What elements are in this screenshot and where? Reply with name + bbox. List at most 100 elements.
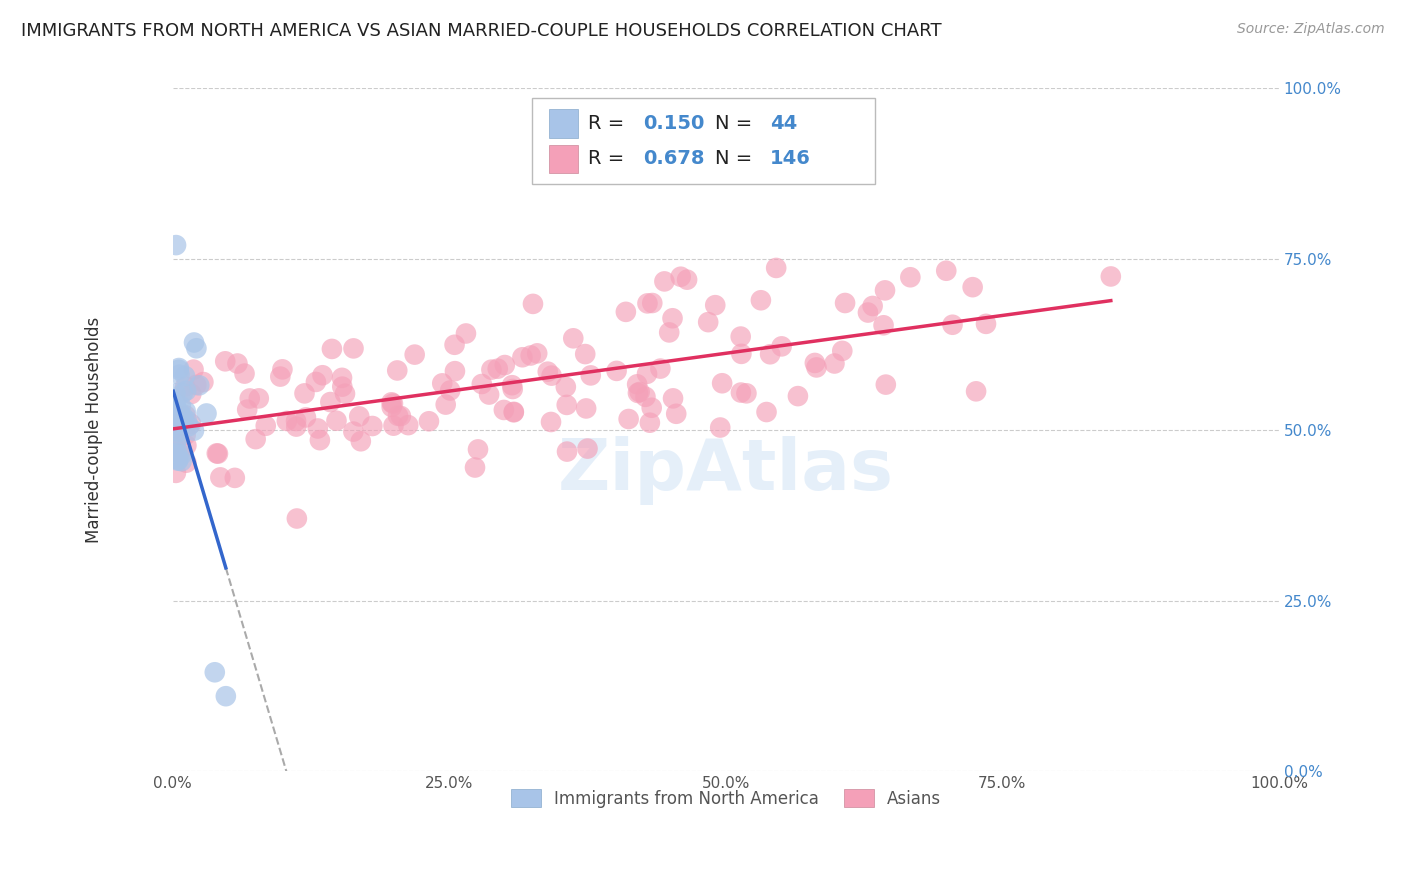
Point — [176, 456, 198, 470]
Point — [163, 422, 186, 436]
Text: ZipAtlas: ZipAtlas — [558, 436, 894, 505]
Point — [174, 379, 197, 393]
Point — [188, 378, 211, 392]
Point — [342, 342, 364, 356]
Point — [167, 428, 190, 442]
Point — [697, 315, 720, 329]
Point — [247, 392, 270, 406]
Point — [165, 466, 187, 480]
Point — [177, 419, 200, 434]
Point — [641, 401, 664, 415]
Text: R =: R = — [588, 150, 624, 169]
Text: R =: R = — [588, 114, 624, 133]
Point — [163, 409, 186, 424]
Point — [186, 378, 208, 392]
Point — [321, 342, 343, 356]
Point — [502, 405, 524, 419]
Point — [309, 433, 332, 447]
Point — [765, 260, 787, 275]
Point — [628, 384, 651, 399]
Point — [669, 269, 692, 284]
Point — [804, 356, 827, 370]
Point — [471, 376, 494, 391]
Point — [176, 438, 198, 452]
Point — [434, 398, 457, 412]
Point — [381, 397, 404, 411]
Point — [439, 384, 461, 398]
Point — [174, 404, 197, 418]
Point — [204, 665, 226, 680]
Point — [554, 380, 576, 394]
Point — [389, 409, 412, 423]
Point — [387, 363, 409, 377]
Point — [333, 386, 356, 401]
Point — [325, 414, 347, 428]
Point — [502, 405, 524, 419]
Point — [627, 386, 650, 401]
Point — [617, 412, 640, 426]
Point — [856, 305, 879, 319]
Point — [285, 419, 308, 434]
Point — [254, 418, 277, 433]
Point — [606, 364, 628, 378]
Point — [478, 387, 501, 401]
Point — [382, 418, 405, 433]
Point — [862, 299, 884, 313]
Point — [165, 409, 187, 423]
Point — [418, 414, 440, 428]
Point — [941, 318, 963, 332]
Point — [166, 453, 188, 467]
Point — [285, 414, 308, 428]
Point — [361, 419, 384, 434]
Bar — [548, 109, 578, 138]
Point — [214, 354, 236, 368]
Point — [486, 361, 509, 376]
Point — [704, 298, 727, 312]
Point — [186, 341, 208, 355]
Point — [522, 297, 544, 311]
Point — [226, 357, 249, 371]
Point — [170, 399, 193, 413]
Point — [169, 405, 191, 419]
Point — [173, 414, 195, 428]
Point — [180, 387, 202, 401]
Point — [307, 421, 329, 435]
Point — [381, 400, 404, 414]
Point — [935, 264, 957, 278]
Point — [749, 293, 772, 308]
Point — [665, 407, 688, 421]
Point — [170, 448, 193, 462]
Point — [167, 446, 190, 460]
Point — [169, 368, 191, 382]
Point — [295, 410, 318, 425]
Point — [709, 420, 731, 434]
Text: N =: N = — [714, 114, 752, 133]
Point — [512, 351, 534, 365]
Point — [1099, 269, 1122, 284]
Point — [641, 296, 664, 310]
Point — [501, 378, 523, 392]
Point — [676, 273, 699, 287]
Point — [614, 305, 637, 319]
Point — [195, 407, 218, 421]
Point — [245, 432, 267, 446]
Point — [167, 363, 190, 377]
Point — [443, 338, 465, 352]
Point — [735, 386, 758, 401]
Point — [180, 417, 202, 431]
Point — [492, 403, 515, 417]
Point — [276, 414, 298, 428]
Point — [759, 347, 782, 361]
Point — [330, 379, 353, 393]
Point — [285, 511, 308, 525]
Text: Source: ZipAtlas.com: Source: ZipAtlas.com — [1237, 22, 1385, 37]
Point — [174, 428, 197, 442]
Point — [172, 386, 194, 401]
Point — [432, 376, 454, 391]
Point — [165, 397, 187, 411]
Point — [167, 425, 190, 439]
Bar — [548, 145, 578, 173]
Point — [166, 434, 188, 448]
Point — [224, 471, 246, 485]
Point — [755, 405, 778, 419]
